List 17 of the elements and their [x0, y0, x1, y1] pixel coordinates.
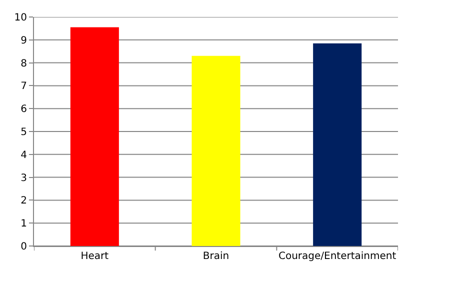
y-tick-label: 6 [20, 104, 27, 116]
y-tick-label: 2 [20, 196, 27, 207]
y-tick-label: 8 [20, 58, 27, 70]
bar [192, 56, 240, 246]
y-tick-label: 3 [20, 172, 27, 184]
bar [70, 27, 119, 246]
y-tick-label: 0 [20, 242, 27, 252]
y-tick-label: 9 [20, 35, 27, 46]
x-tick-label: Heart [80, 251, 109, 262]
x-tick-label: Brain [202, 251, 230, 262]
bar [313, 43, 362, 246]
y-tick-label: 1 [20, 218, 27, 230]
y-tick-label: 4 [20, 150, 27, 161]
y-tick-label: 7 [20, 81, 27, 92]
y-tick-label: 10 [14, 12, 27, 24]
y-tick-label: 5 [20, 127, 27, 138]
x-tick-label: Courage/Entertainment [278, 251, 396, 262]
